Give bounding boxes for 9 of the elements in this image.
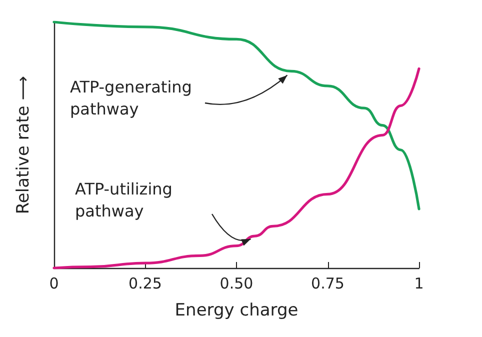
x-axis-title: Energy charge [174, 300, 298, 320]
x-tick-label: 0.75 [311, 274, 344, 292]
x-tick-label: 0.25 [128, 274, 162, 292]
text: ATP-generating pathway [70, 78, 192, 118]
x-tick-label: 1 [414, 274, 424, 292]
y-axis-title: Relative rate ⟶ [14, 76, 34, 214]
text: ATP-utilizing pathway [75, 180, 172, 220]
x-tick-label: 0 [49, 274, 59, 292]
x-tick-label: 0.50 [220, 274, 254, 292]
